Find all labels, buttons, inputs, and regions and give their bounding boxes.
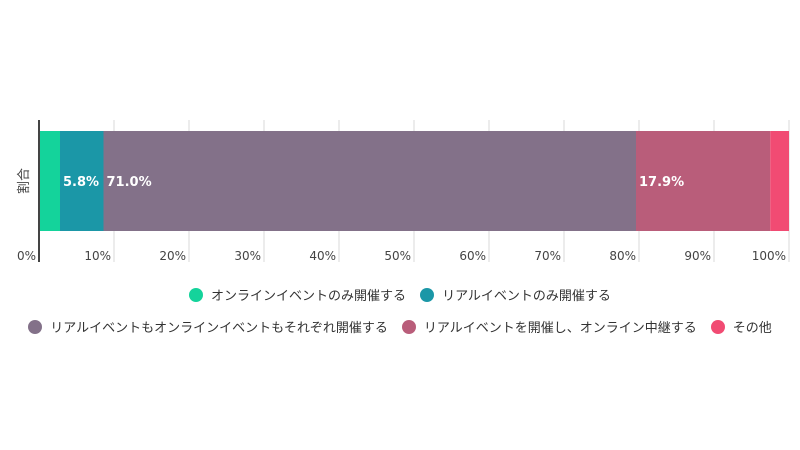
bar-segment-5 — [770, 131, 789, 231]
category-label: 割合 — [16, 168, 32, 194]
legend-swatch-icon — [401, 319, 416, 334]
x-tick-label: 90% — [684, 249, 711, 263]
x-tick-label: 20% — [159, 249, 186, 263]
x-tick-label: 40% — [309, 249, 336, 263]
bar-segment-2 — [60, 131, 104, 231]
x-tick-label: 80% — [609, 249, 636, 263]
stacked-bar-chart: 5.8% 71.0% 17.9% 割合 0% 10% 20% 30% 40% 50% 60% 70% 8… — [16, 120, 790, 263]
legend-label: リアルイベントを開催し、オンライン中継する — [423, 321, 697, 336]
x-tick-label: 0% — [17, 249, 36, 263]
data-label-3: 71.0% — [107, 175, 152, 190]
legend-row-1: オンラインイベントのみ開催する リアルイベントのみ開催する — [0, 285, 800, 304]
x-tick-label: 30% — [234, 249, 261, 263]
bar-segment-4 — [636, 131, 771, 231]
data-label-2: 5.8% — [63, 175, 99, 190]
legend-item: オンラインイベントのみ開催する — [189, 285, 406, 304]
legend-item: リアルイベントのみ開催する — [420, 285, 611, 304]
legend-swatch-icon — [710, 319, 725, 334]
x-tick-label: 100% — [752, 249, 786, 263]
bar-segment-3 — [103, 131, 636, 231]
legend-swatch-icon — [28, 319, 43, 334]
legend-label: リアルイベントのみ開催する — [442, 289, 611, 304]
x-tick-label: 60% — [459, 249, 486, 263]
legend-swatch-icon — [189, 287, 204, 302]
legend-row-2: リアルイベントもオンラインイベントもそれぞれ開催する リアルイベントを開催し、オン… — [0, 317, 800, 336]
legend-item: その他 — [710, 317, 772, 336]
x-tick-label: 50% — [384, 249, 411, 263]
legend-label: その他 — [732, 321, 772, 336]
legend-label: オンラインイベントのみ開催する — [211, 289, 407, 304]
legend-item: リアルイベントを開催し、オンライン中継する — [401, 317, 697, 336]
x-tick-label: 70% — [534, 249, 561, 263]
data-label-4: 17.9% — [639, 175, 684, 190]
legend-swatch-icon — [420, 287, 435, 302]
bar-segment-1 — [39, 131, 60, 231]
legend-item: リアルイベントもオンラインイベントもそれぞれ開催する — [28, 317, 388, 336]
x-tick-label: 10% — [84, 249, 111, 263]
legend-label: リアルイベントもオンラインイベントもそれぞれ開催する — [50, 321, 388, 336]
